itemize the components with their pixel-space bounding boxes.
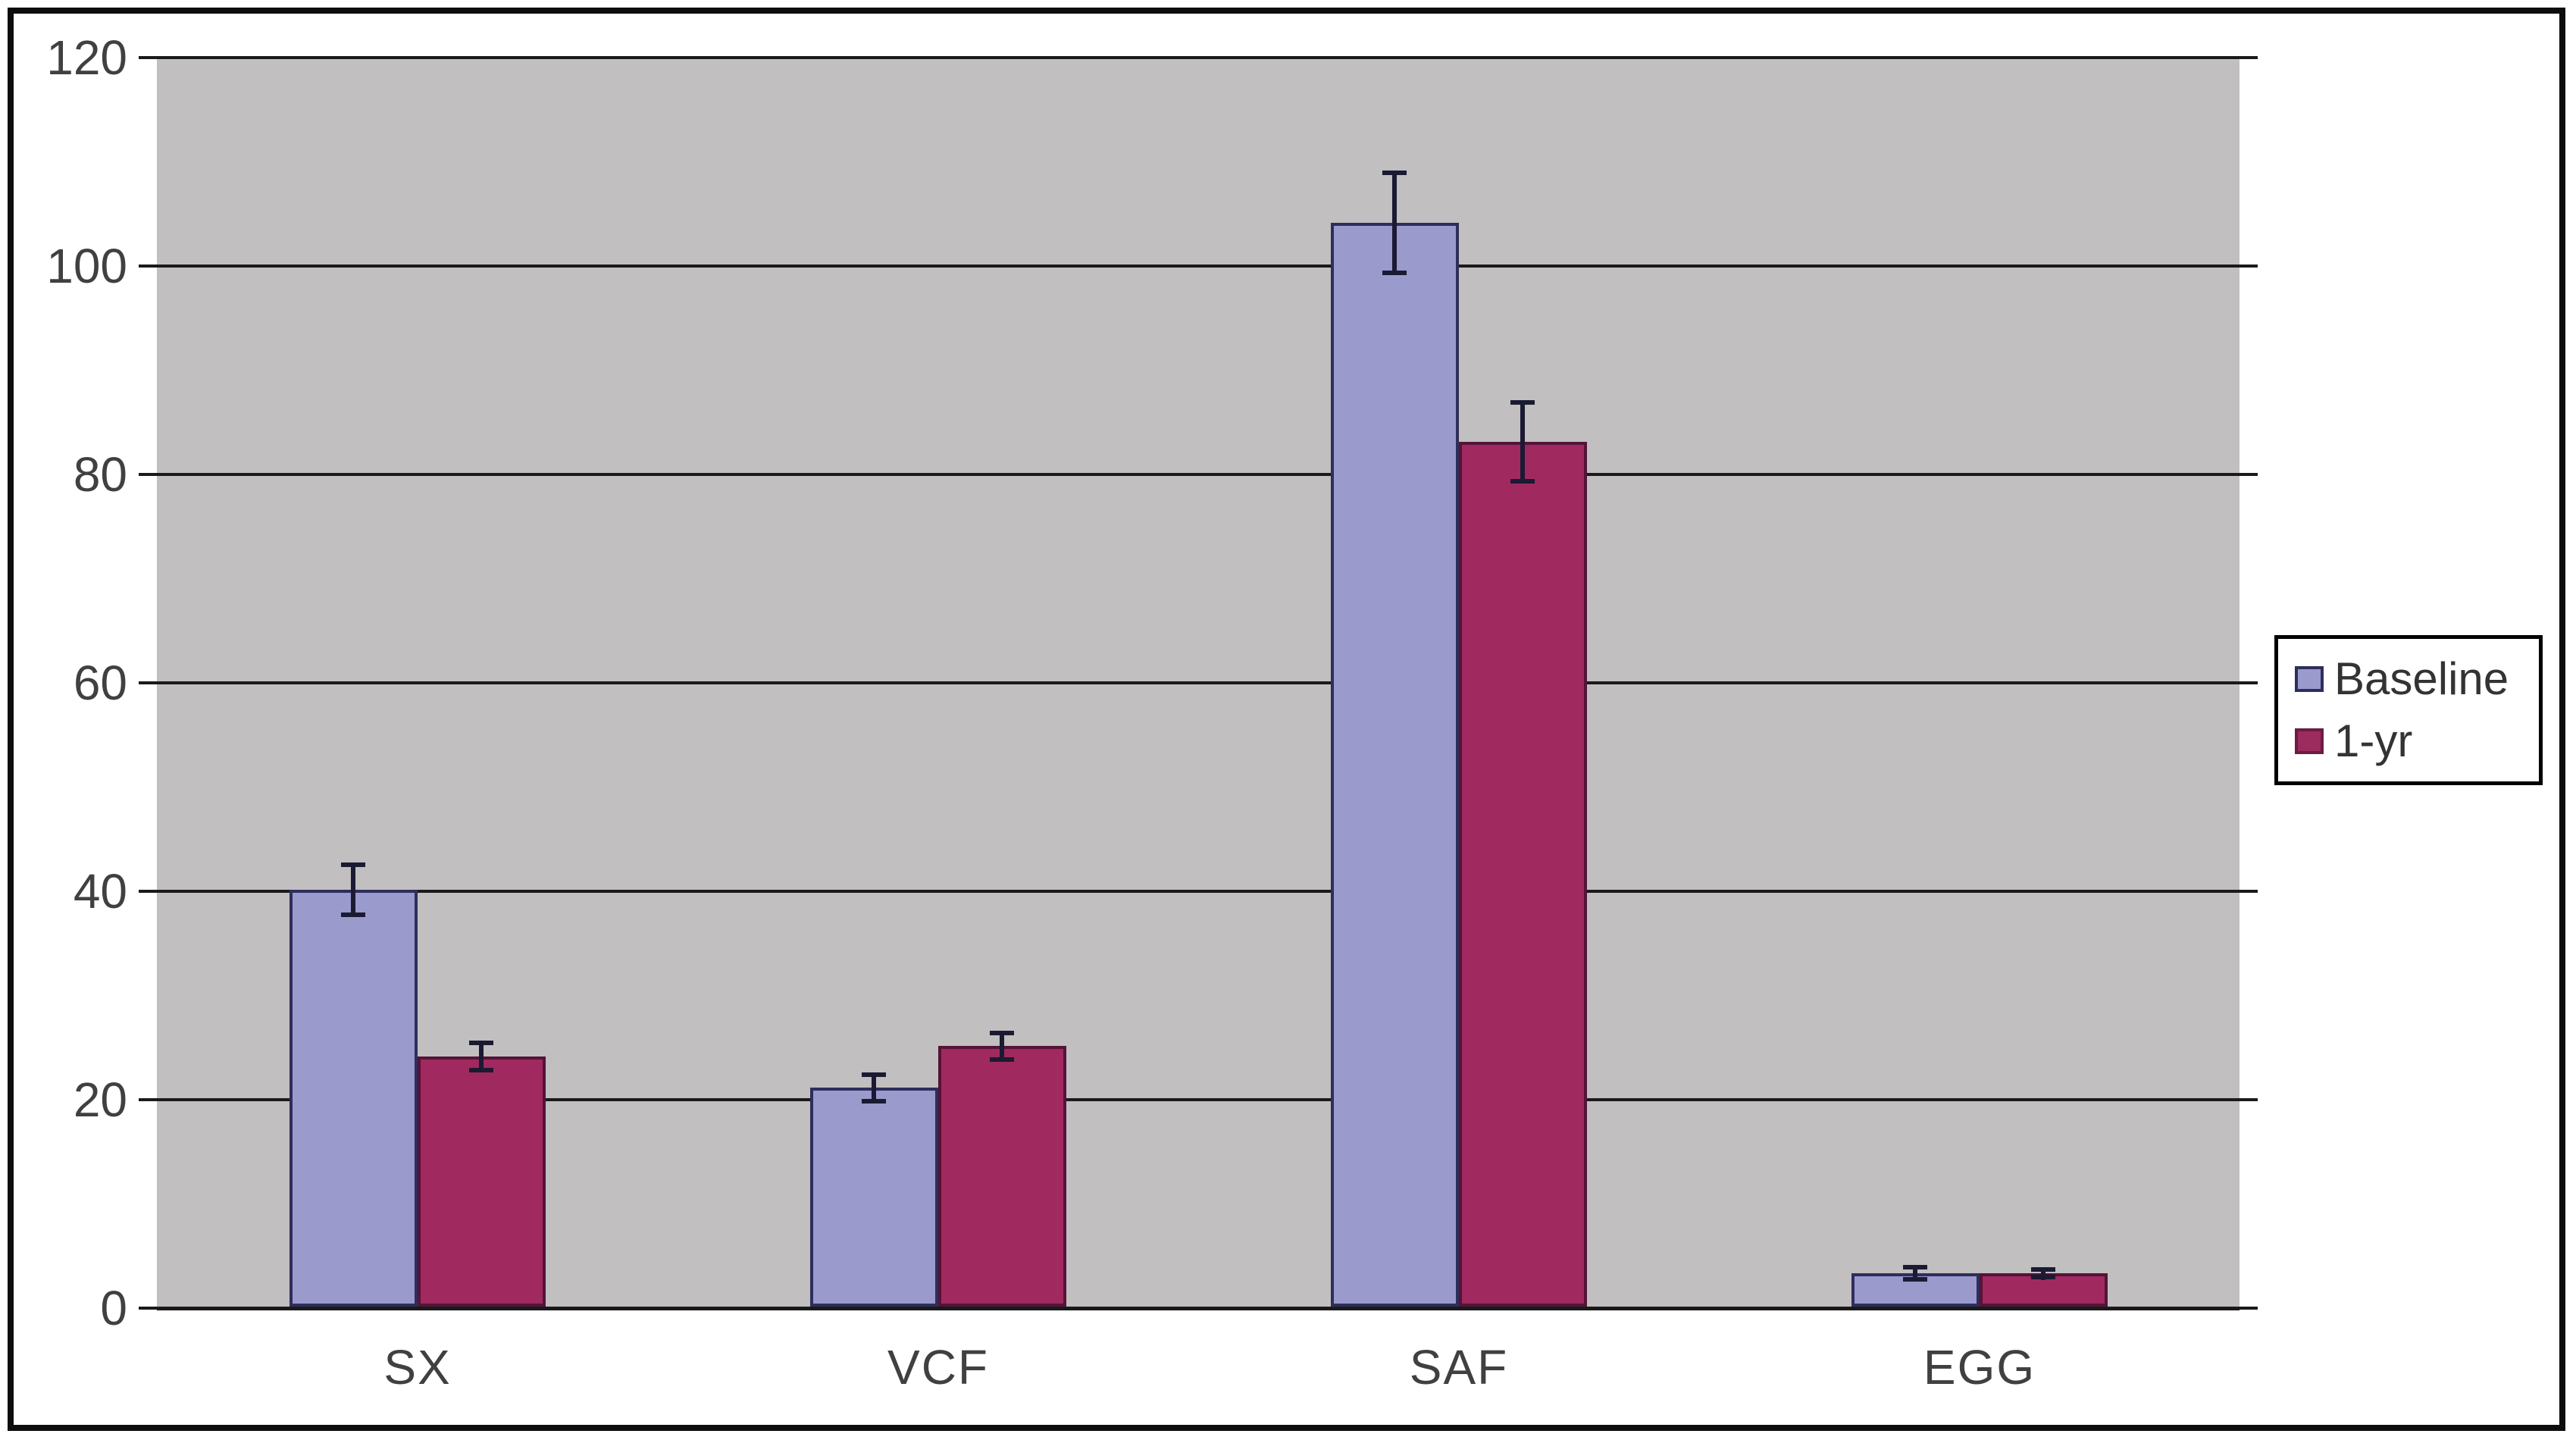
legend: Baseline 1-yr (2274, 635, 2543, 785)
y-axis-tick-right-20 (2240, 1098, 2258, 1101)
y-axis-tick-right-40 (2240, 890, 2258, 893)
error-bar-cap-bottom-baseline-vcf (862, 1099, 886, 1103)
gridline-120 (157, 56, 2240, 59)
legend-label-baseline: Baseline (2334, 653, 2509, 704)
error-bar-1-yr-vcf (1000, 1031, 1004, 1062)
category-label-vcf: VCF (887, 1340, 989, 1395)
error-bar-baseline-sx (351, 862, 355, 917)
error-bar-cap-top-1-yr-vcf (990, 1031, 1014, 1035)
error-bar-cap-bottom-baseline-egg (1903, 1277, 1927, 1282)
error-bar-cap-bottom-baseline-saf (1382, 271, 1407, 275)
gridline-60 (157, 681, 2240, 684)
error-bar-1-yr-sx (479, 1041, 484, 1072)
error-bar-cap-top-baseline-saf (1382, 171, 1407, 175)
error-bar-baseline-vcf (872, 1072, 876, 1103)
legend-label-1yr: 1-yr (2334, 715, 2413, 766)
y-axis-tick-left-80 (139, 473, 157, 476)
bar-1-yr-vcf (938, 1046, 1066, 1307)
baseline-series-swatch (2295, 666, 2324, 692)
error-bar-cap-bottom-baseline-sx (341, 913, 365, 917)
y-tick-label-0: 0 (100, 1281, 127, 1335)
y-axis-tick-right-60 (2240, 681, 2258, 684)
y-axis-tick-right-80 (2240, 473, 2258, 476)
y-axis-tick-right-0 (2240, 1307, 2258, 1310)
error-bar-cap-top-baseline-sx (341, 862, 365, 867)
bar-baseline-vcf (810, 1088, 938, 1307)
y-tick-label-40: 40 (73, 864, 127, 919)
gridline-40 (157, 890, 2240, 893)
bar-baseline-saf (1331, 223, 1459, 1307)
y-axis-tick-left-40 (139, 890, 157, 893)
category-label-egg: EGG (1923, 1340, 2036, 1395)
y-axis-tick-left-0 (139, 1307, 157, 1310)
y-tick-label-100: 100 (46, 239, 127, 293)
error-bar-baseline-egg (1913, 1265, 1917, 1282)
error-bar-cap-top-1-yr-saf (1510, 400, 1535, 405)
x-axis-line (157, 1307, 2240, 1310)
error-bar-baseline-saf (1392, 171, 1397, 275)
error-bar-cap-bottom-1-yr-saf (1510, 479, 1535, 484)
y-axis-tick-right-100 (2240, 265, 2258, 268)
error-bar-cap-top-baseline-egg (1903, 1265, 1927, 1269)
one-yr-series-swatch (2295, 728, 2324, 754)
category-label-sx: SX (383, 1340, 452, 1395)
error-bar-cap-bottom-1-yr-egg (2031, 1275, 2055, 1279)
error-bar-cap-top-baseline-vcf (862, 1072, 886, 1077)
y-axis-tick-right-120 (2240, 56, 2258, 59)
legend-item-1yr: 1-yr (2295, 718, 2539, 764)
plot-area (157, 56, 2240, 1310)
error-bar-cap-bottom-1-yr-sx (469, 1068, 493, 1072)
error-bar-cap-bottom-1-yr-vcf (990, 1057, 1014, 1062)
y-tick-label-120: 120 (46, 30, 127, 85)
y-axis-tick-left-20 (139, 1098, 157, 1101)
gridline-20 (157, 1098, 2240, 1101)
y-axis-tick-left-120 (139, 56, 157, 59)
gridline-80 (157, 473, 2240, 476)
error-bar-cap-top-1-yr-sx (469, 1041, 493, 1045)
y-tick-label-60: 60 (73, 656, 127, 710)
y-tick-label-80: 80 (73, 447, 127, 502)
error-bar-1-yr-egg (2041, 1267, 2045, 1280)
bar-baseline-sx (290, 890, 418, 1307)
figure-border (8, 8, 2565, 1431)
y-axis-tick-left-60 (139, 681, 157, 684)
gridline-100 (157, 265, 2240, 268)
y-tick-label-20: 20 (73, 1072, 127, 1127)
y-axis-tick-left-100 (139, 265, 157, 268)
error-bar-cap-top-1-yr-egg (2031, 1267, 2055, 1272)
bar-1-yr-saf (1459, 442, 1587, 1307)
category-label-saf: SAF (1409, 1340, 1509, 1395)
error-bar-1-yr-saf (1520, 400, 1525, 484)
legend-item-baseline: Baseline (2295, 656, 2539, 702)
